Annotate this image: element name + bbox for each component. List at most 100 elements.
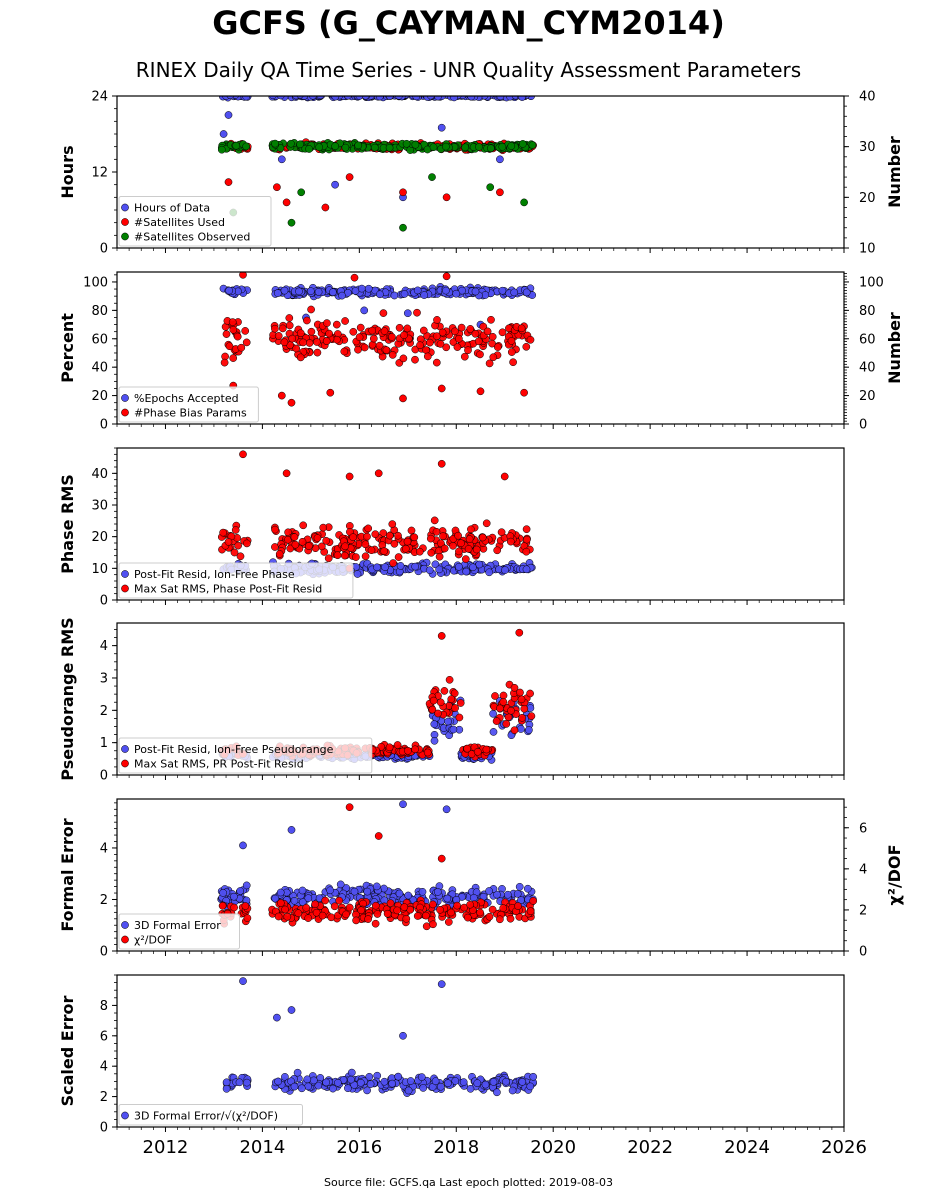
data-point: [516, 688, 524, 697]
data-point: [407, 526, 416, 535]
data-point: [410, 533, 419, 542]
y-axis-label: Pseudorange RMS: [58, 617, 77, 780]
data-point: [507, 706, 515, 715]
data-point: [442, 142, 450, 151]
data-point: [440, 544, 449, 553]
data-point: [386, 899, 395, 908]
data-point: [518, 1078, 527, 1086]
data-point: [276, 96, 285, 100]
legend: 3D Formal Error/√(χ²/DOF): [118, 1104, 303, 1126]
x-tick-label: 2026: [821, 1137, 867, 1158]
data-point: [436, 340, 445, 348]
y2-axis-label: Number: [885, 312, 904, 384]
data-point: [222, 1078, 231, 1087]
data-point: [298, 886, 307, 895]
y2-axis-label: Number: [885, 136, 904, 208]
data-point: [322, 337, 331, 345]
y-tick-label: 0: [100, 418, 108, 433]
legend-marker: [121, 1111, 129, 1120]
data-point: [518, 140, 527, 148]
data-point: [327, 913, 336, 922]
y-tick-label: 60: [91, 332, 108, 347]
legend-box: [118, 913, 240, 950]
data-point: [332, 320, 341, 329]
data-point: [510, 683, 519, 692]
data-point: [436, 698, 445, 707]
data-point: [423, 748, 432, 757]
x-tick-label: 2012: [143, 1137, 189, 1158]
data-point: [436, 905, 444, 914]
data-point: [442, 805, 451, 814]
data-point: [528, 141, 537, 149]
data-point: [296, 353, 305, 362]
data-point: [515, 628, 524, 637]
data-point: [499, 698, 508, 706]
data-point: [404, 891, 413, 900]
data-point: [363, 887, 372, 896]
data-point: [400, 331, 408, 340]
data-point: [319, 523, 328, 532]
y-tick-label: 40: [91, 467, 108, 482]
data-point: [273, 1013, 281, 1022]
data-point: [341, 143, 350, 152]
data-point: [243, 539, 251, 548]
data-point: [464, 545, 473, 553]
data-point: [504, 713, 513, 721]
data-point: [356, 1078, 365, 1087]
data-point: [481, 1080, 490, 1089]
data-point: [486, 183, 495, 192]
data-point: [526, 689, 534, 698]
y2-tick-label: 100: [859, 275, 884, 290]
data-point: [496, 915, 504, 924]
data-point: [222, 330, 231, 338]
data-point: [309, 96, 317, 100]
y2-tick-label: 0: [859, 418, 867, 433]
data-point: [478, 533, 487, 542]
data-point: [480, 96, 489, 100]
data-point: [235, 1078, 244, 1087]
data-point: [502, 1077, 510, 1086]
data-point: [427, 548, 436, 557]
data-point: [473, 747, 482, 756]
data-point: [411, 355, 419, 364]
data-point: [488, 332, 497, 341]
data-point: [296, 96, 304, 99]
data-point: [522, 547, 531, 556]
data-point: [518, 713, 526, 722]
data-point: [326, 388, 335, 397]
data-point: [422, 911, 430, 920]
data-point: [471, 287, 480, 296]
data-point: [454, 531, 462, 540]
data-point: [361, 96, 370, 100]
data-point: [430, 720, 439, 728]
data-point: [275, 550, 284, 558]
data-point: [476, 387, 485, 396]
data-point: [349, 327, 358, 336]
data-point: [388, 333, 396, 341]
data-point: [435, 565, 444, 574]
data-point: [395, 889, 404, 898]
data-point: [432, 358, 441, 367]
data-point: [399, 1031, 407, 1040]
y2-tick-label: 0: [859, 945, 867, 960]
data-point: [394, 531, 402, 540]
data-point: [374, 832, 383, 840]
data-point: [452, 289, 461, 298]
data-point: [290, 896, 299, 905]
data-point: [243, 914, 252, 922]
data-point: [357, 906, 365, 915]
data-point: [485, 359, 494, 368]
y2-axis-label: χ²/DOF: [885, 845, 904, 906]
data-point: [297, 188, 306, 197]
y-tick-label: 4: [100, 841, 108, 856]
data-point: [303, 1075, 312, 1084]
data-point: [354, 345, 362, 354]
data-point: [360, 306, 369, 315]
data-point: [299, 338, 307, 347]
panel-6: 0 2 4 6 8 Scaled Error 3D Formal Error/√(χ²/DO…: [58, 974, 845, 1136]
legend-entry: Post-Fit Resid, Ion-Free Phase: [134, 568, 295, 581]
data-point: [506, 537, 515, 546]
data-point: [371, 919, 380, 928]
data-point: [322, 1078, 331, 1087]
